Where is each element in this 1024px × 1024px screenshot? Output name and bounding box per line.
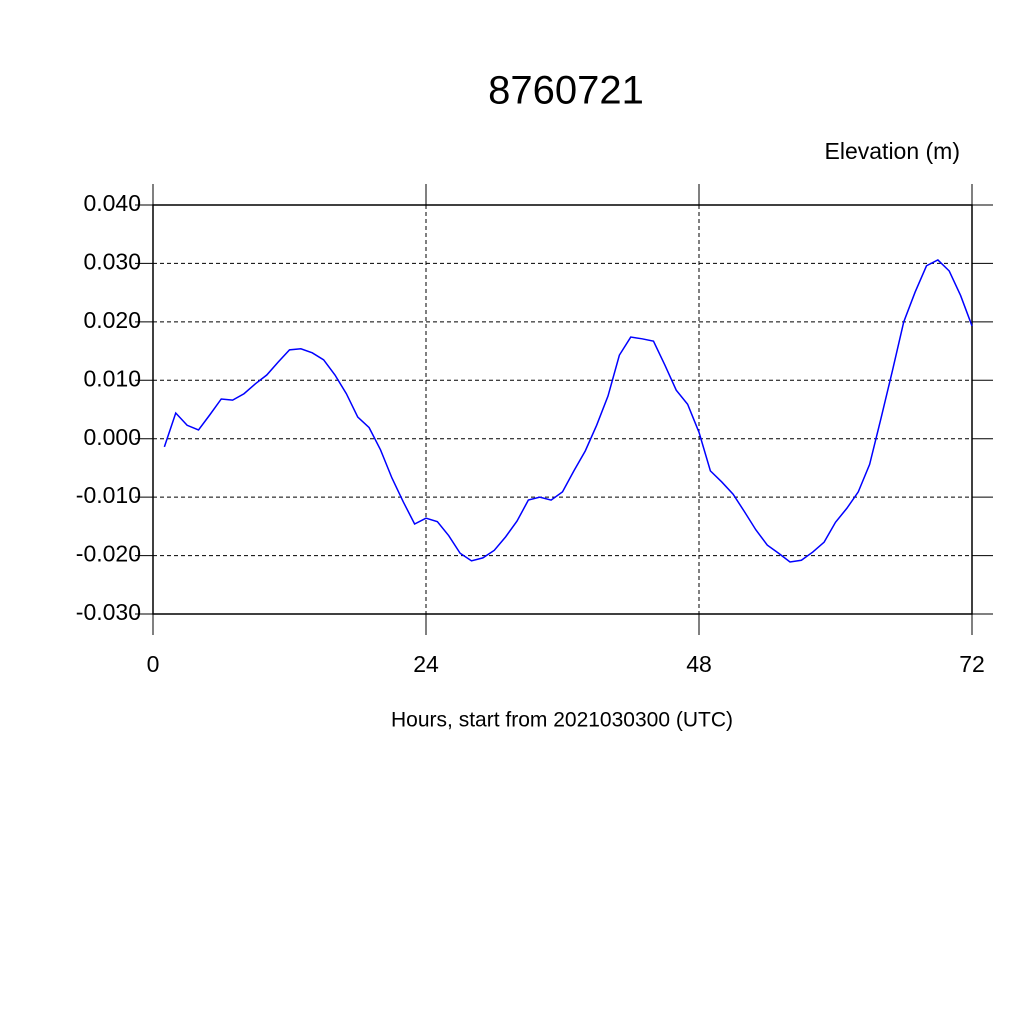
y-tick-label: -0.010 — [76, 482, 141, 508]
y-tick-label: 0.020 — [83, 307, 141, 333]
y-tick-label: 0.010 — [83, 365, 141, 391]
data-line — [163, 259, 973, 563]
y-tick-label: 0.030 — [83, 249, 141, 275]
chart-title: 8760721 — [488, 69, 644, 113]
y-tick-label: -0.020 — [76, 541, 141, 567]
x-tick-label: 24 — [413, 651, 439, 677]
x-axis-label: Hours, start from 2021030300 (UTC) — [391, 709, 733, 732]
y-axis-label: Elevation (m) — [825, 138, 960, 164]
y-tick-label: 0.000 — [83, 424, 141, 450]
y-tick-label: 0.040 — [83, 190, 141, 216]
x-tick-label: 72 — [959, 651, 985, 677]
x-tick-label: 48 — [686, 651, 712, 677]
x-tick-label: 0 — [147, 651, 160, 677]
plot-frame — [152, 204, 973, 615]
y-tick-label: -0.030 — [76, 599, 141, 625]
